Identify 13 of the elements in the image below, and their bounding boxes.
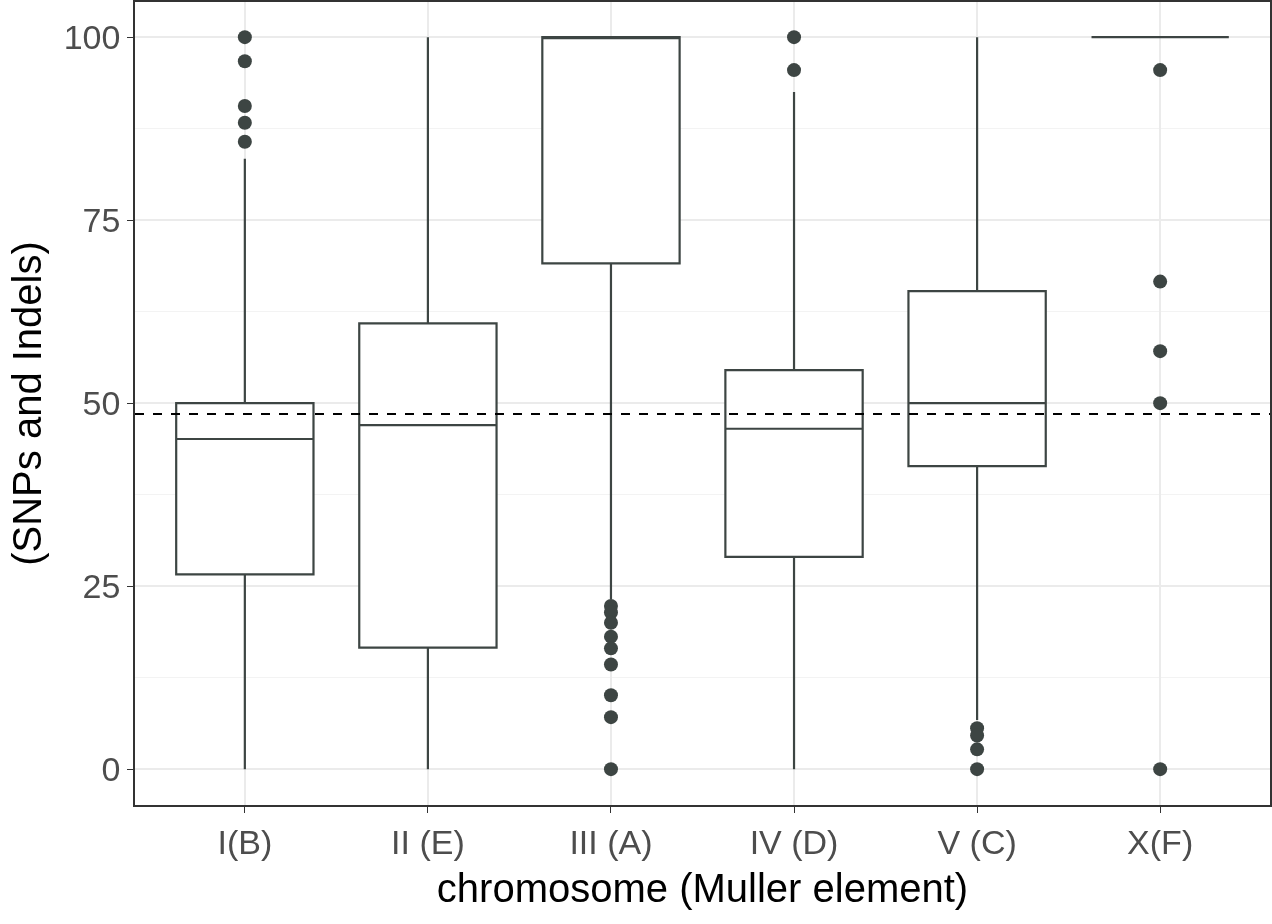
y-tick-label: 0: [101, 750, 121, 789]
x-tick-label: IV (D): [749, 822, 839, 861]
y-tick-label: 25: [82, 567, 121, 606]
x-tick-label: X(F): [1127, 822, 1194, 861]
x-tick-label: V (C): [937, 822, 1017, 861]
y-tick-label: 75: [82, 201, 121, 240]
y-axis-title: (SNPs and Indels): [4, 241, 49, 566]
x-axis-title: chromosome (Muller element): [436, 865, 969, 910]
x-tick-label: I(B): [217, 822, 273, 861]
y-tick-label: 100: [63, 18, 121, 57]
x-tick-label: II (E): [391, 822, 465, 861]
x-tick-label: III (A): [569, 822, 653, 861]
y-tick-label: 50: [82, 384, 121, 423]
